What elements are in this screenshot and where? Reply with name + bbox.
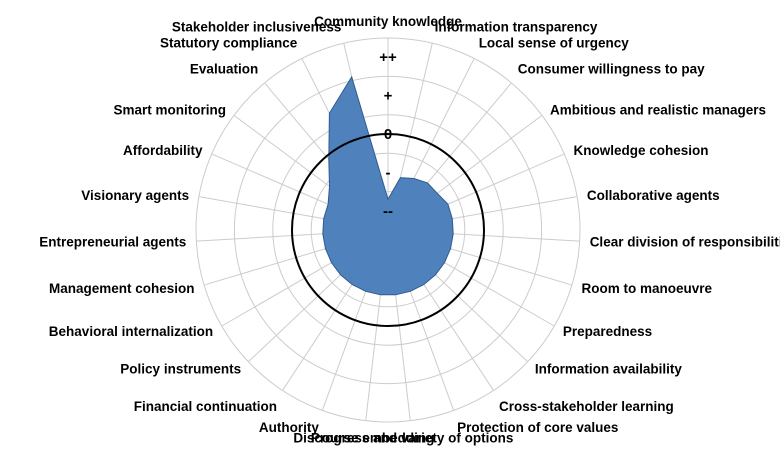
category-label: Visionary agents xyxy=(81,188,189,203)
tick-label: ++ xyxy=(379,49,397,66)
category-label: Knowledge cohesion xyxy=(574,143,709,158)
tick-label: + xyxy=(384,88,393,105)
category-label: Cross-stakeholder learning xyxy=(499,399,674,414)
category-label: Protection of core values xyxy=(457,420,618,435)
category-label: Entrepreneurial agents xyxy=(39,235,186,250)
category-label: Room to manoeuvre xyxy=(582,281,713,296)
category-label: Collaborative agents xyxy=(587,188,720,203)
category-label: Affordability xyxy=(123,143,203,158)
tick-label: 0 xyxy=(384,126,392,143)
category-label: Information transparency xyxy=(435,19,598,34)
category-label: Information availability xyxy=(535,362,683,377)
reference-ring xyxy=(291,133,485,327)
radar-series xyxy=(322,75,454,296)
category-label: Clear division of responsibilities xyxy=(590,235,780,250)
category-label: Community knowledge xyxy=(314,14,462,29)
category-label: Local sense of urgency xyxy=(479,36,630,51)
tick-label: -- xyxy=(383,203,393,220)
category-label: Consumer willingness to pay xyxy=(518,61,705,76)
category-label: Financial continuation xyxy=(134,399,277,414)
tick-label: - xyxy=(386,164,391,181)
radial-tick-labels: ---0+++ xyxy=(379,49,397,220)
category-label: Smart monitoring xyxy=(113,102,226,117)
category-label: Management cohesion xyxy=(49,281,195,296)
reference-ring-group xyxy=(291,133,485,327)
category-label: Progress and variety of options xyxy=(311,431,514,446)
category-label: Authority xyxy=(259,420,319,435)
category-label: Evaluation xyxy=(190,61,258,76)
series-area xyxy=(322,75,454,296)
category-label: Preparedness xyxy=(563,324,652,339)
category-label: Statutory compliance xyxy=(160,36,298,51)
category-label: Policy instruments xyxy=(120,362,241,377)
category-label: Behavioral internalization xyxy=(49,324,213,339)
category-label: Discourse embedding xyxy=(293,431,434,446)
category-label: Ambitious and realistic managers xyxy=(550,102,766,117)
category-label: Stakeholder inclusiveness xyxy=(172,19,342,34)
